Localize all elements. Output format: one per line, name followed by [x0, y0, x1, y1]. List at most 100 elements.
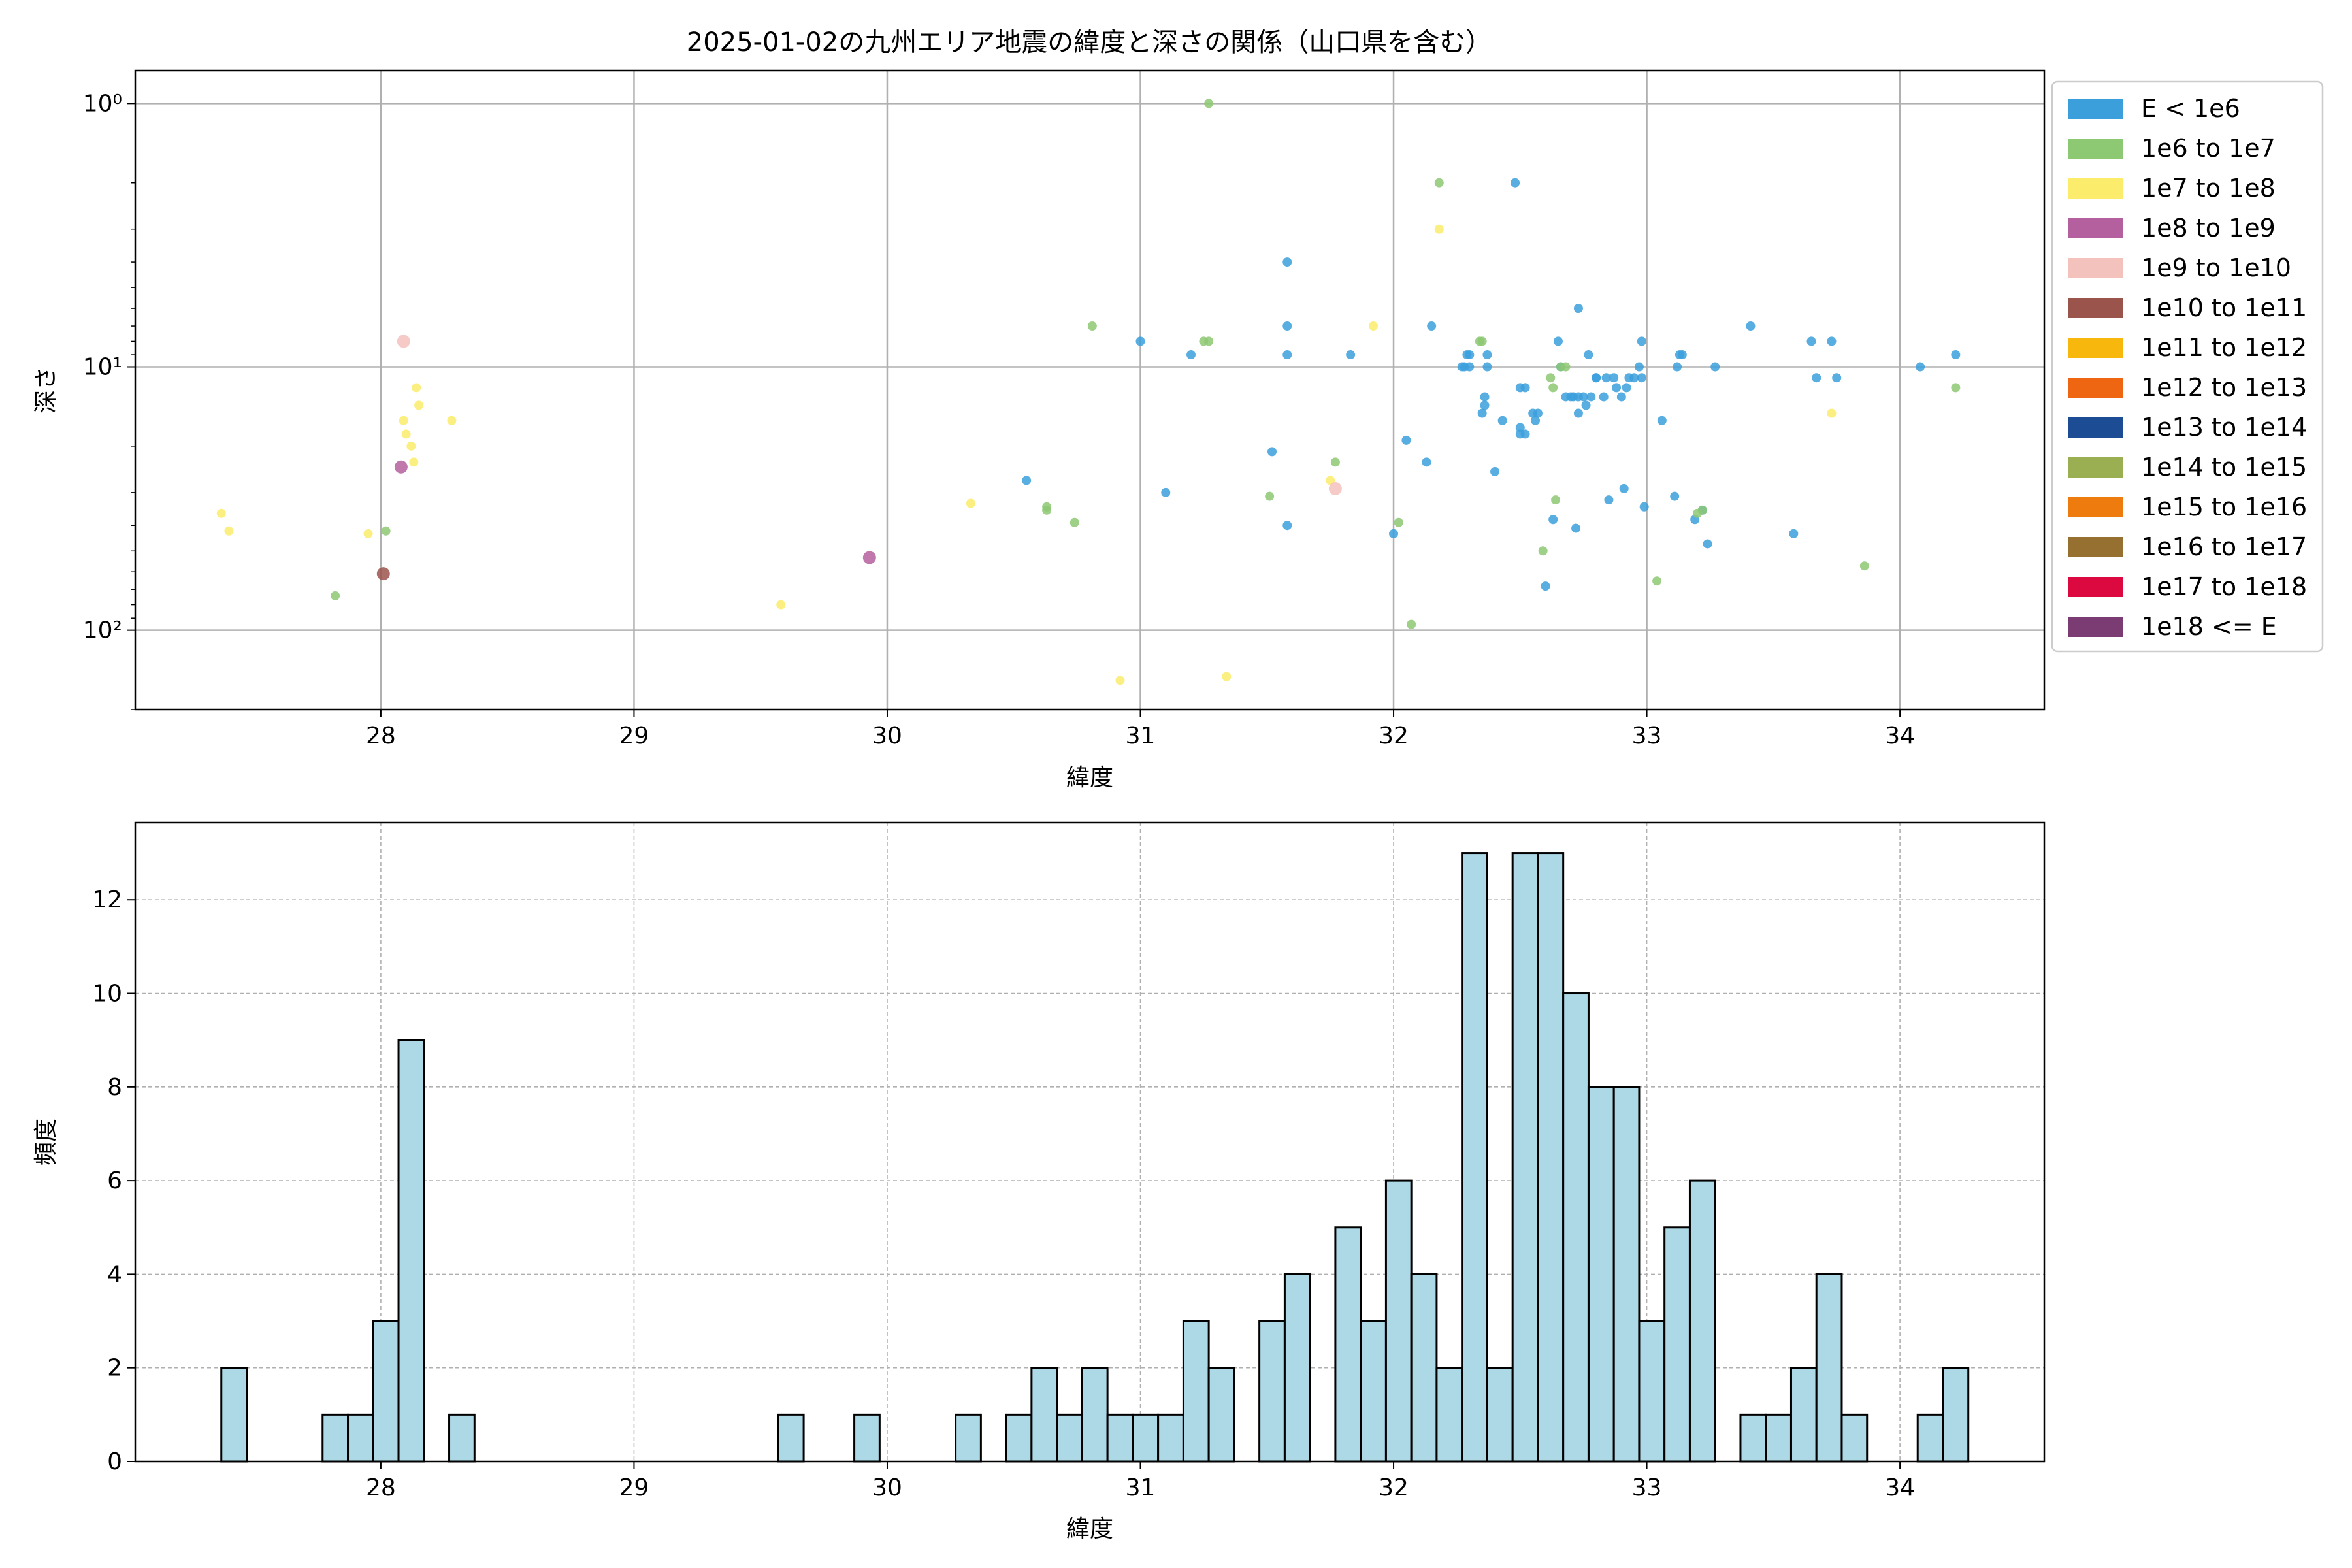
- scatter-point: [1042, 502, 1052, 512]
- scatter-point: [1465, 362, 1475, 372]
- histogram-y-axis-label: 頻度: [33, 1119, 59, 1166]
- scatter-x-tick-label: 33: [1632, 723, 1662, 749]
- scatter-point: [1511, 178, 1520, 188]
- histogram-y-tick-label: 10: [92, 981, 122, 1007]
- scatter-point: [412, 383, 421, 393]
- legend-label: 1e13 to 1e14: [2141, 413, 2307, 442]
- legend-swatch: [2068, 338, 2123, 358]
- histogram-bar: [1587, 1086, 1615, 1463]
- histogram-bar: [372, 1320, 400, 1463]
- scatter-point: [1710, 362, 1720, 372]
- histogram-bar: [1537, 852, 1565, 1463]
- legend-label: 1e15 to 1e16: [2141, 493, 2307, 521]
- scatter-point: [1115, 676, 1125, 685]
- scatter-point: [1267, 447, 1277, 457]
- scatter-point: [216, 508, 226, 518]
- scatter-point: [1637, 373, 1646, 383]
- scatter-point: [1434, 224, 1444, 234]
- scatter-point: [1604, 495, 1614, 505]
- histogram-x-tick-label: 31: [1126, 1475, 1156, 1501]
- scatter-point: [1639, 502, 1649, 512]
- scatter-point: [1282, 350, 1292, 360]
- scatter-point: [862, 551, 876, 564]
- scatter-point: [1586, 392, 1596, 402]
- scatter-y-tick-label: 10⁰: [83, 90, 122, 117]
- histogram-x-tick-label: 33: [1632, 1475, 1662, 1501]
- legend-swatch: [2068, 218, 2123, 238]
- scatter-point: [1673, 362, 1682, 372]
- histogram-y-ticks: 0 2 4 6 8 10 12: [92, 887, 135, 1475]
- scatter-point: [406, 441, 416, 451]
- histogram-y-tick-label: 4: [107, 1261, 122, 1288]
- scatter-point: [394, 460, 408, 474]
- scatter-point: [1389, 529, 1399, 538]
- histogram-bar: [220, 1367, 248, 1463]
- scatter-point: [1369, 321, 1379, 331]
- histogram-bar: [1182, 1320, 1210, 1463]
- scatter-point: [1584, 350, 1593, 360]
- scatter-point: [1222, 672, 1232, 681]
- scatter-point: [399, 416, 408, 425]
- histogram-bar: [321, 1413, 350, 1463]
- scatter-y-axis-label: 深さ: [33, 367, 59, 414]
- legend-label: 1e10 to 1e11: [2141, 293, 2307, 322]
- scatter-point: [776, 600, 786, 610]
- scatter-point: [1629, 373, 1639, 383]
- scatter-point: [1531, 416, 1541, 425]
- histogram-x-tick-label: 32: [1379, 1475, 1409, 1501]
- scatter-point: [1599, 392, 1609, 402]
- histogram-bar: [397, 1039, 425, 1463]
- scatter-point: [1401, 435, 1411, 445]
- histogram-bar: [1688, 1179, 1716, 1463]
- histogram-x-tick-label: 29: [619, 1475, 649, 1501]
- histogram-bar: [448, 1413, 476, 1463]
- scatter-point: [1022, 476, 1032, 485]
- histogram-bar: [1081, 1367, 1109, 1463]
- scatter-point: [1951, 383, 1961, 393]
- scatter-y-tick-label: 10¹: [83, 354, 122, 381]
- histogram-y-tick-label: 8: [107, 1074, 122, 1101]
- scatter-point: [363, 529, 373, 538]
- scatter-point: [1541, 581, 1550, 591]
- scatter-point: [1827, 336, 1837, 346]
- scatter-x-tick-label: 32: [1379, 723, 1409, 749]
- scatter-point: [1634, 362, 1644, 372]
- histogram-bar: [1132, 1413, 1160, 1463]
- scatter-point: [1477, 408, 1487, 418]
- scatter-point: [1422, 457, 1431, 467]
- scatter-point: [1497, 416, 1507, 425]
- scatter-point: [1561, 362, 1571, 372]
- histogram-bar: [1612, 1086, 1641, 1463]
- scatter-point: [1520, 429, 1530, 439]
- legend-label: 1e16 to 1e17: [2141, 532, 2307, 561]
- scatter-point: [1490, 466, 1500, 476]
- scatter-point: [1571, 523, 1581, 533]
- histogram-bar: [1410, 1273, 1438, 1463]
- scatter-x-tick-label: 30: [872, 723, 902, 749]
- legend-swatch: [2068, 298, 2123, 318]
- scatter-point: [1832, 373, 1842, 383]
- legend-label: 1e17 to 1e18: [2141, 572, 2307, 601]
- scatter-point: [1951, 350, 1961, 360]
- scatter-point: [1548, 515, 1558, 525]
- histogram-bar: [1005, 1413, 1033, 1463]
- histogram-bar: [1384, 1179, 1413, 1463]
- scatter-point: [447, 416, 457, 425]
- scatter-point: [331, 591, 340, 600]
- legend-label: 1e6 to 1e7: [2141, 134, 2276, 163]
- scatter-point: [1616, 392, 1626, 402]
- histogram-axes-frame: [134, 821, 2046, 1463]
- histogram-plot: 28 29 30 31 32 33 34 0 2 4 6 8 10 12 緯度 頻度: [33, 821, 2046, 1543]
- histogram-bar: [1207, 1367, 1235, 1463]
- scatter-point: [1434, 178, 1444, 188]
- histogram-bar: [1030, 1367, 1058, 1463]
- scatter-point: [1619, 483, 1629, 493]
- histogram-bar: [1638, 1320, 1666, 1463]
- scatter-point: [1330, 457, 1340, 467]
- legend-swatch: [2068, 258, 2123, 278]
- scatter-point: [1622, 383, 1631, 393]
- scatter-point: [966, 498, 975, 508]
- scatter-x-ticks: 28 29 30 31 32 33 34: [366, 710, 1915, 749]
- scatter-point: [1477, 336, 1487, 346]
